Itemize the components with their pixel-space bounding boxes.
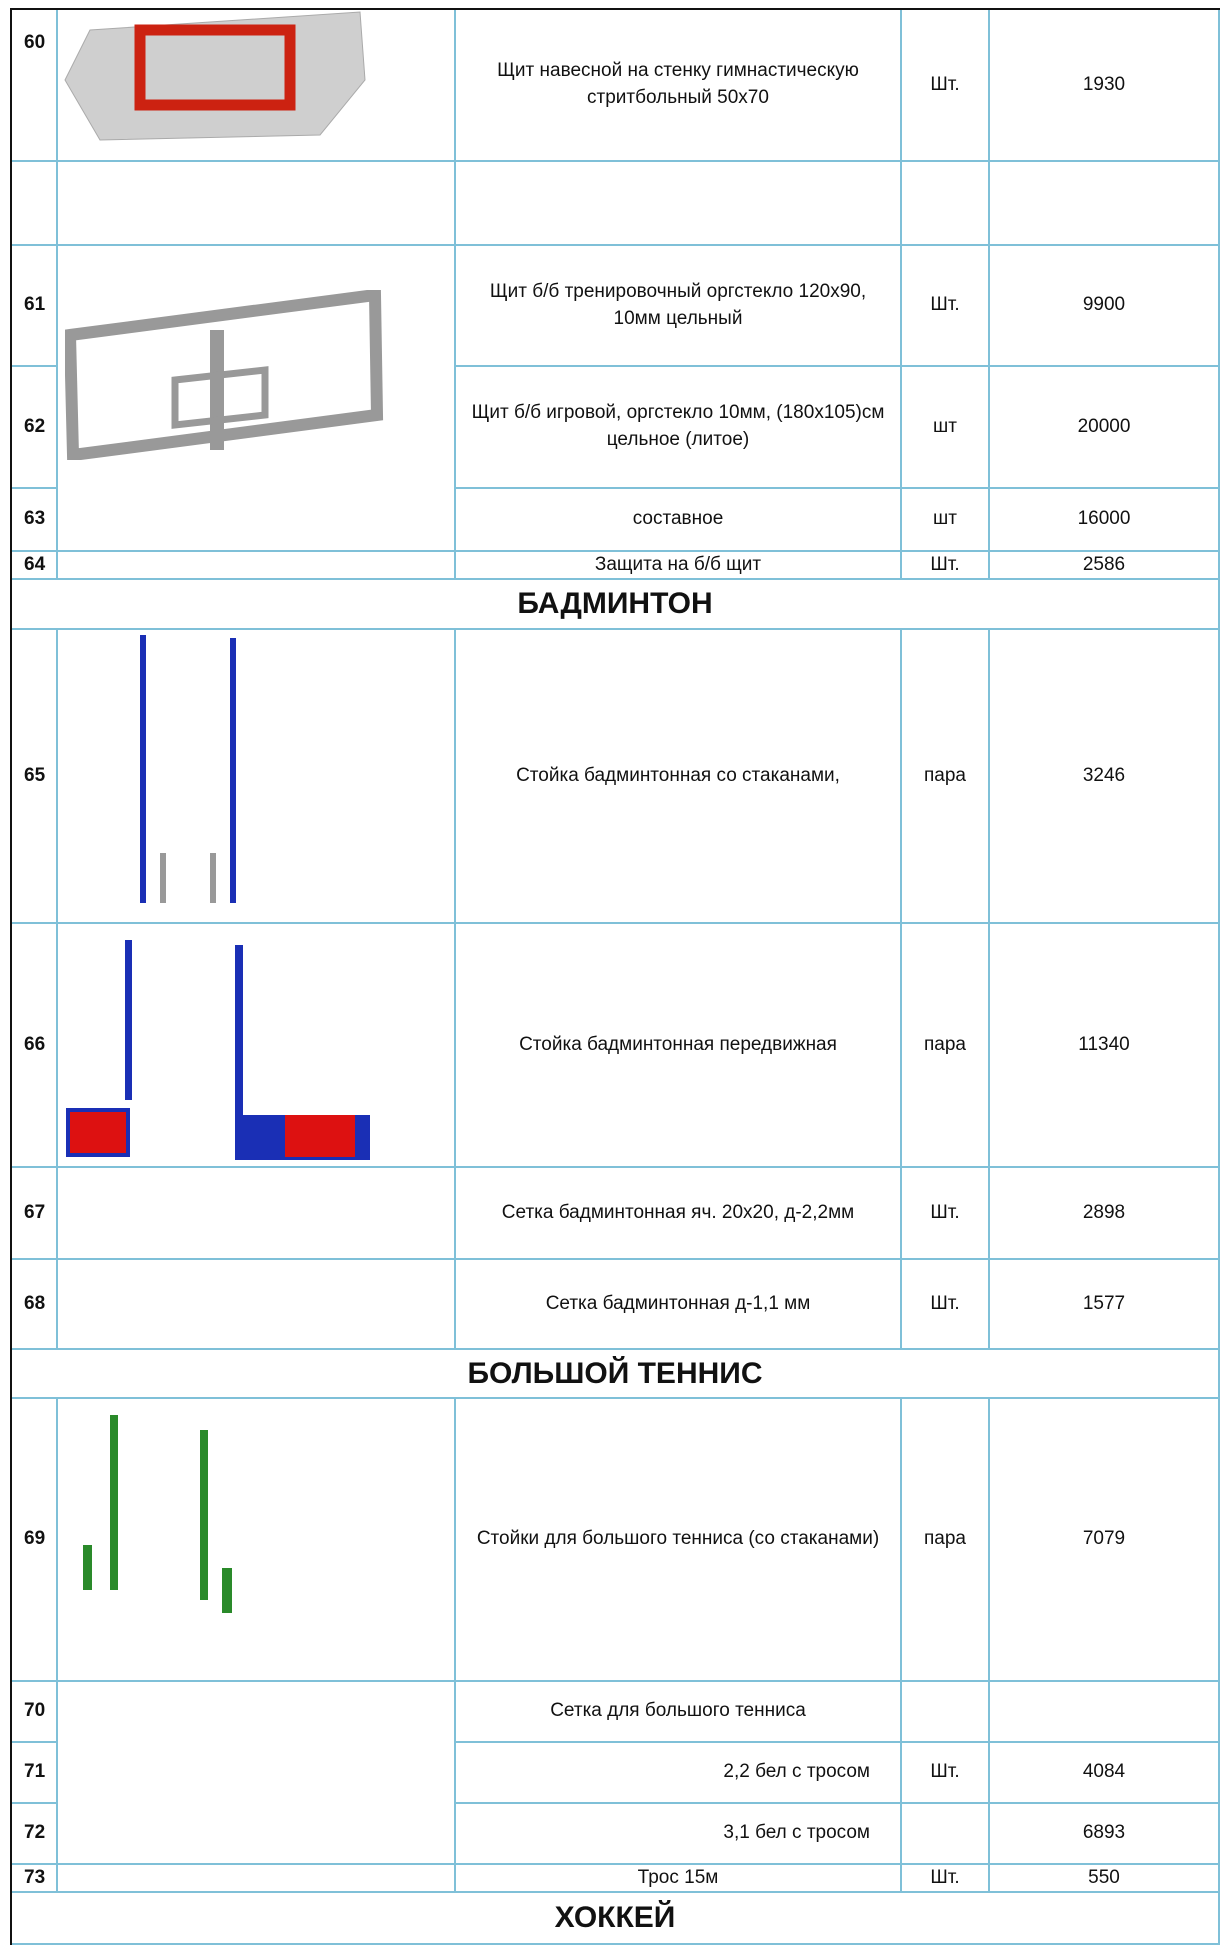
unit (902, 1682, 990, 1743)
price: 6893 (990, 1804, 1220, 1865)
price: 550 (990, 1865, 1220, 1893)
price: 9900 (990, 246, 1220, 367)
item-name: Сетка бадминтонная яч. 20х20, д-2,2мм (456, 1168, 902, 1260)
item-name: Защита на б/б щит (456, 552, 902, 580)
unit: Шт. (902, 10, 990, 162)
image-cell (58, 10, 456, 162)
row-number: 67 (12, 1168, 58, 1260)
price (990, 162, 1220, 246)
item-name: Щит навесной на стенку гимнастическую ст… (456, 10, 902, 162)
mobile-posts-image (66, 940, 370, 1160)
row-number: 60 (12, 10, 58, 162)
image-cell (58, 552, 456, 580)
row-number: 62 (12, 367, 58, 489)
image-cell (58, 1804, 456, 1865)
price: 7079 (990, 1399, 1220, 1682)
item-name: Щит б/б игровой, оргстекло 10мм, (180х10… (456, 367, 902, 489)
image-cell (58, 924, 456, 1168)
unit: Шт. (902, 246, 990, 367)
price: 1577 (990, 1260, 1220, 1350)
unit: Шт. (902, 1260, 990, 1350)
item-name: 2,2 бел с тросом (456, 1743, 902, 1804)
row-number: 69 (12, 1399, 58, 1682)
row-number: 61 (12, 246, 58, 367)
unit: Шт. (902, 1743, 990, 1804)
image-cell (58, 1168, 456, 1260)
row-number: 72 (12, 1804, 58, 1865)
price: 16000 (990, 489, 1220, 552)
image-cell (58, 1865, 456, 1893)
unit (902, 1804, 990, 1865)
item-name: 3,1 бел с тросом (456, 1804, 902, 1865)
unit: Шт. (902, 1168, 990, 1260)
backboard-image (64, 11, 366, 141)
item-name: составное (456, 489, 902, 552)
item-name: Сетка для большого тенниса (456, 1682, 902, 1743)
unit: пара (902, 1399, 990, 1682)
unit: пара (902, 924, 990, 1168)
section-heading: БОЛЬШОЙ ТЕННИС (12, 1350, 1220, 1399)
unit: пара (902, 630, 990, 924)
row-number: 66 (12, 924, 58, 1168)
row-number: 71 (12, 1743, 58, 1804)
image-cell (58, 630, 456, 924)
price: 3246 (990, 630, 1220, 924)
section-heading: ХОККЕЙ (12, 1893, 1220, 1945)
row-number: 73 (12, 1865, 58, 1893)
price: 1930 (990, 10, 1220, 162)
tennis-posts-image (83, 1415, 232, 1613)
row-number: 68 (12, 1260, 58, 1350)
row-number: 64 (12, 552, 58, 580)
row-number: 65 (12, 630, 58, 924)
item-name (456, 162, 902, 246)
image-cell (58, 367, 456, 489)
unit: Шт. (902, 1865, 990, 1893)
image-cell (58, 489, 456, 552)
unit (902, 162, 990, 246)
row-number: 63 (12, 489, 58, 552)
unit: Шт. (902, 552, 990, 580)
price: 11340 (990, 924, 1220, 1168)
item-name: Стойка бадминтонная передвижная (456, 924, 902, 1168)
price: 2586 (990, 552, 1220, 580)
image-cell (58, 1743, 456, 1804)
unit: шт (902, 489, 990, 552)
price (990, 1682, 1220, 1743)
item-name: Трос 15м (456, 1865, 902, 1893)
posts-image (140, 635, 236, 903)
image-cell (58, 1260, 456, 1350)
image-cell (58, 1399, 456, 1682)
row-number (12, 162, 58, 246)
row-number: 70 (12, 1682, 58, 1743)
price: 2898 (990, 1168, 1220, 1260)
frame-image (65, 290, 384, 460)
image-cell (58, 246, 456, 367)
unit: шт (902, 367, 990, 489)
image-cell (58, 1682, 456, 1743)
image-cell (58, 162, 456, 246)
price: 4084 (990, 1743, 1220, 1804)
price: 20000 (990, 367, 1220, 489)
item-name: Сетка бадминтонная д-1,1 мм (456, 1260, 902, 1350)
item-name: Стойка бадминтонная со стаканами, (456, 630, 902, 924)
item-name: Щит б/б тренировочный оргстекло 120х90, … (456, 246, 902, 367)
item-name: Стойки для большого тенниса (со стаканам… (456, 1399, 902, 1682)
section-heading: БАДМИНТОН (12, 580, 1220, 630)
